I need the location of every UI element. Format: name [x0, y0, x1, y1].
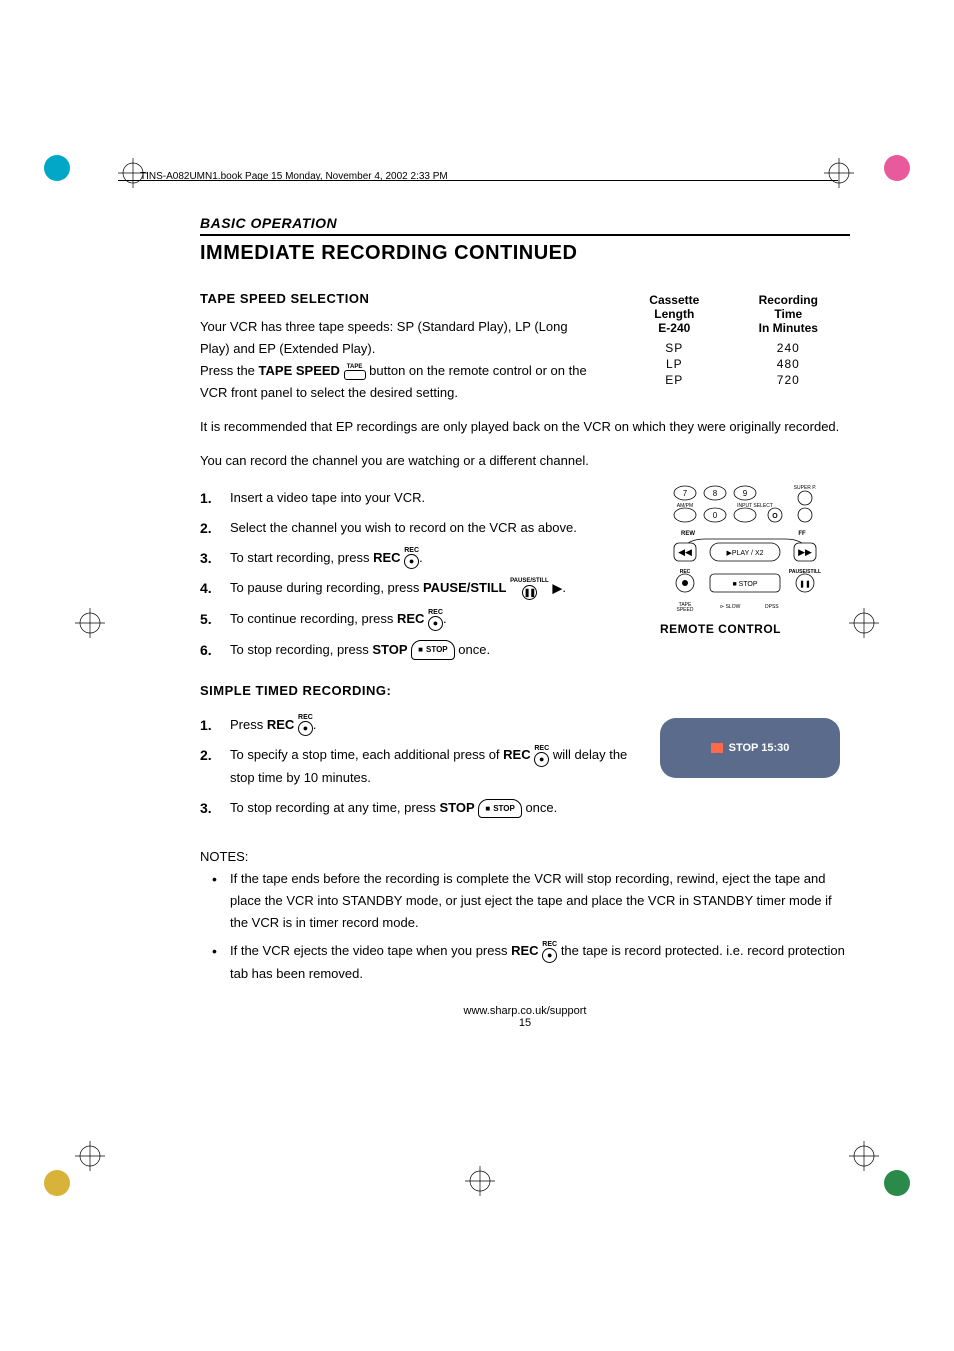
table-row: LP480 [622, 357, 848, 371]
simple-timed-steps: Press REC REC●. To specify a stop time, … [200, 714, 640, 819]
svg-text:DPSS: DPSS [765, 604, 779, 610]
tape-speed-icon: TAPE [344, 364, 366, 380]
step-2: To specify a stop time, each additional … [200, 744, 640, 789]
svg-text:O: O [772, 513, 778, 520]
stop-button-icon: ■ STOP [411, 640, 454, 660]
pause-still-icon: PAUSE/STILL❚❚ [510, 578, 549, 600]
simple-timed-title: SIMPLE TIMED RECORDING: [200, 683, 850, 698]
print-corner-tl [44, 155, 70, 181]
notes-title: NOTES: [200, 849, 850, 864]
print-corner-br [884, 1170, 910, 1196]
registration-mark [75, 608, 105, 638]
tape-speed-p2: It is recommended that EP recordings are… [200, 416, 850, 438]
table-row: SP240 [622, 341, 848, 355]
footer-url: www.sharp.co.uk/support [200, 1005, 850, 1017]
notes-list: If the tape ends before the recording is… [200, 868, 850, 985]
svg-text:◀◀: ◀◀ [678, 547, 692, 557]
step-2: Select the channel you wish to record on… [200, 517, 640, 539]
registration-mark [824, 158, 854, 188]
step-5: To continue recording, press REC REC●. [200, 608, 640, 631]
svg-text:FF: FF [798, 531, 806, 537]
svg-text:SPEED: SPEED [677, 607, 694, 611]
page-footer: www.sharp.co.uk/support 15 [200, 1005, 850, 1029]
svg-text:SUPER P.: SUPER P. [794, 485, 817, 491]
svg-text:❚❚: ❚❚ [799, 580, 811, 588]
osd-text: STOP 15:30 [729, 742, 790, 754]
step-4: To pause during recording, press PAUSE/S… [200, 577, 640, 600]
rec-icon: REC● [534, 745, 549, 767]
print-header-rule [118, 180, 838, 181]
remote-control-diagram: 7 8 9 SUPER P. AM/PM 0 INPUT SELECT O [660, 481, 850, 616]
remote-control-label: REMOTE CONTROL [660, 622, 850, 636]
print-corner-tr [884, 155, 910, 181]
registration-mark [849, 1141, 879, 1171]
page-title: IMMEDIATE RECORDING CONTINUED [200, 242, 850, 265]
svg-text:▶PLAY / X2: ▶PLAY / X2 [726, 550, 763, 557]
page-number: 15 [200, 1017, 850, 1029]
svg-text:7: 7 [683, 489, 688, 498]
speed-table: Cassette Length E-240 Recording Time In … [620, 291, 850, 389]
table-header-cassette: Cassette Length E-240 [622, 293, 727, 339]
recording-steps: Insert a video tape into your VCR. Selec… [200, 487, 640, 661]
svg-text:⊳ SLOW: ⊳ SLOW [720, 604, 741, 610]
svg-text:▶▶: ▶▶ [798, 547, 812, 557]
step-3: To stop recording at any time, press STO… [200, 797, 640, 819]
tape-speed-bold: TAPE SPEED [259, 363, 340, 378]
table-header-time: Recording Time In Minutes [729, 293, 848, 339]
note-1: If the tape ends before the recording is… [230, 868, 850, 934]
registration-mark [849, 608, 879, 638]
step-1: Insert a video tape into your VCR. [200, 487, 640, 509]
svg-text:■ STOP: ■ STOP [732, 581, 757, 588]
text: Press the [200, 363, 259, 378]
step-1: Press REC REC●. [200, 714, 640, 737]
svg-text:REW: REW [681, 531, 695, 537]
tape-speed-p1b: Press the TAPE SPEED TAPE button on the … [200, 360, 600, 404]
icon-label: TAPE [347, 364, 363, 370]
rec-icon: REC● [542, 941, 557, 963]
registration-mark [465, 1166, 495, 1196]
svg-text:9: 9 [743, 489, 748, 498]
svg-text:8: 8 [713, 489, 718, 498]
note-2: If the VCR ejects the video tape when yo… [230, 940, 850, 985]
tape-speed-p3: You can record the channel you are watch… [200, 450, 850, 472]
osd-display: STOP 15:30 [660, 718, 840, 778]
print-corner-bl [44, 1170, 70, 1196]
table-row: EP720 [622, 373, 848, 387]
rec-icon: REC● [298, 714, 313, 736]
tape-speed-p1: Your VCR has three tape speeds: SP (Stan… [200, 316, 600, 360]
section-label: BASIC OPERATION [200, 215, 850, 231]
step-3: To start recording, press REC REC●. [200, 547, 640, 570]
tape-speed-title: TAPE SPEED SELECTION [200, 291, 600, 306]
svg-text:0: 0 [713, 511, 718, 520]
stop-button-icon: ■ STOP [478, 799, 521, 819]
osd-rec-icon [711, 743, 723, 753]
text: Your VCR has three tape speeds: SP (Stan… [200, 319, 568, 356]
rec-icon: REC● [404, 547, 419, 569]
registration-mark [75, 1141, 105, 1171]
rec-icon: REC● [428, 609, 443, 631]
section-rule [200, 234, 850, 236]
step-6: To stop recording, press STOP ■ STOP onc… [200, 639, 640, 661]
